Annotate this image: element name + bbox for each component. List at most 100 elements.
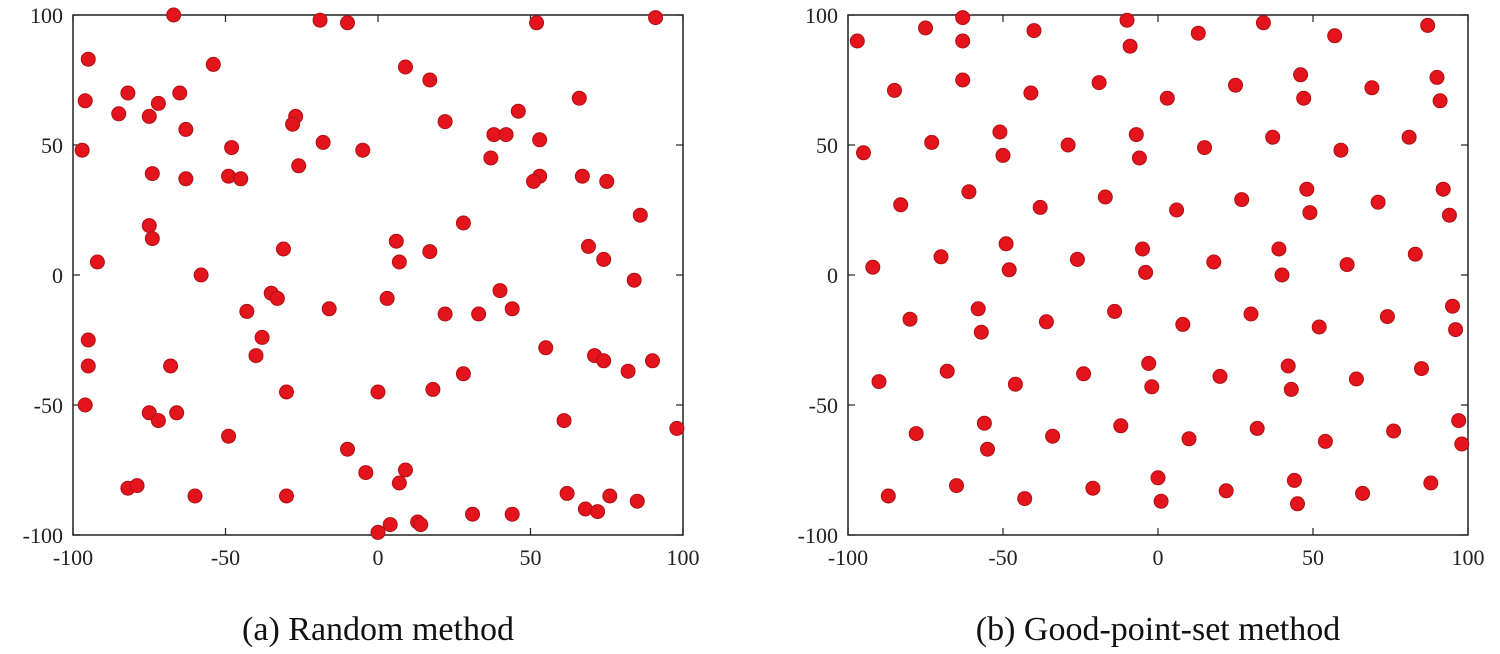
x-tick-label: 100: [1452, 545, 1485, 570]
point: [893, 197, 909, 213]
point: [629, 493, 645, 509]
point: [391, 475, 407, 491]
point: [1327, 28, 1343, 44]
point: [1283, 381, 1299, 397]
point: [77, 93, 93, 109]
point: [1135, 241, 1150, 257]
point: [1423, 475, 1439, 491]
point: [1293, 67, 1309, 83]
point: [1091, 75, 1107, 91]
point: [1060, 137, 1076, 153]
point: [1302, 205, 1318, 221]
point: [483, 150, 499, 166]
point: [973, 324, 989, 340]
caption: (a) Random method: [242, 611, 514, 648]
point: [1445, 298, 1460, 314]
point: [1420, 17, 1436, 33]
point: [382, 517, 398, 533]
x-tick-label: 50: [1302, 545, 1324, 570]
point: [379, 290, 395, 306]
point: [529, 15, 545, 31]
point: [163, 358, 179, 374]
point: [1286, 472, 1302, 488]
point: [1317, 433, 1333, 449]
point: [1296, 90, 1312, 106]
point: [80, 51, 96, 67]
point: [961, 184, 977, 200]
y-tick-label: 0: [52, 263, 63, 288]
point: [1271, 241, 1287, 257]
point: [1153, 493, 1169, 509]
point: [1435, 181, 1451, 197]
point: [970, 301, 986, 317]
point: [80, 332, 96, 348]
point: [370, 524, 386, 540]
point: [358, 465, 374, 481]
point: [1150, 470, 1166, 486]
point: [77, 397, 93, 413]
point: [1169, 202, 1185, 218]
point: [1265, 129, 1281, 145]
point: [1448, 322, 1464, 338]
y-tick-label: 100: [805, 3, 838, 28]
point: [908, 426, 924, 442]
point: [645, 353, 660, 369]
point: [1107, 303, 1123, 319]
point: [1243, 306, 1259, 322]
point: [1032, 199, 1048, 215]
point: [526, 173, 542, 189]
point: [455, 366, 471, 382]
point: [1007, 376, 1023, 392]
x-tick-label: -100: [53, 545, 93, 570]
y-tick-label: -50: [809, 393, 838, 418]
point: [193, 267, 209, 283]
point: [1451, 413, 1467, 429]
point: [455, 215, 471, 231]
point: [620, 363, 636, 379]
point: [1119, 12, 1135, 28]
point: [129, 478, 145, 494]
x-tick-label: -100: [828, 545, 868, 570]
point: [902, 311, 918, 327]
point: [933, 249, 949, 265]
point: [949, 478, 964, 494]
point: [1379, 309, 1395, 325]
point: [1280, 358, 1296, 374]
point: [865, 259, 881, 275]
point: [1206, 254, 1222, 270]
point: [976, 415, 992, 431]
x-tick-label: 0: [373, 545, 384, 570]
point: [995, 147, 1011, 163]
point: [632, 207, 648, 223]
point: [559, 485, 575, 501]
point: [1085, 480, 1101, 496]
point: [422, 244, 438, 260]
y-tick-label: -50: [34, 393, 63, 418]
point: [1076, 366, 1092, 382]
point: [178, 171, 194, 187]
point: [275, 241, 291, 257]
point: [221, 168, 237, 184]
point: [340, 441, 355, 457]
point: [166, 7, 182, 23]
point: [538, 340, 554, 356]
point: [422, 72, 438, 88]
point: [492, 283, 508, 299]
point: [849, 33, 865, 49]
point: [1190, 25, 1206, 41]
point: [248, 348, 264, 364]
point: [1138, 264, 1154, 280]
point: [1113, 418, 1129, 434]
point: [1017, 491, 1033, 507]
point: [285, 116, 301, 132]
point: [1311, 319, 1327, 335]
point: [1069, 251, 1085, 267]
point: [571, 90, 587, 106]
point: [626, 272, 642, 288]
point: [1001, 262, 1017, 278]
point: [187, 488, 203, 504]
point: [918, 20, 933, 36]
point: [1181, 431, 1197, 447]
point: [1038, 314, 1054, 330]
point: [1386, 423, 1402, 439]
